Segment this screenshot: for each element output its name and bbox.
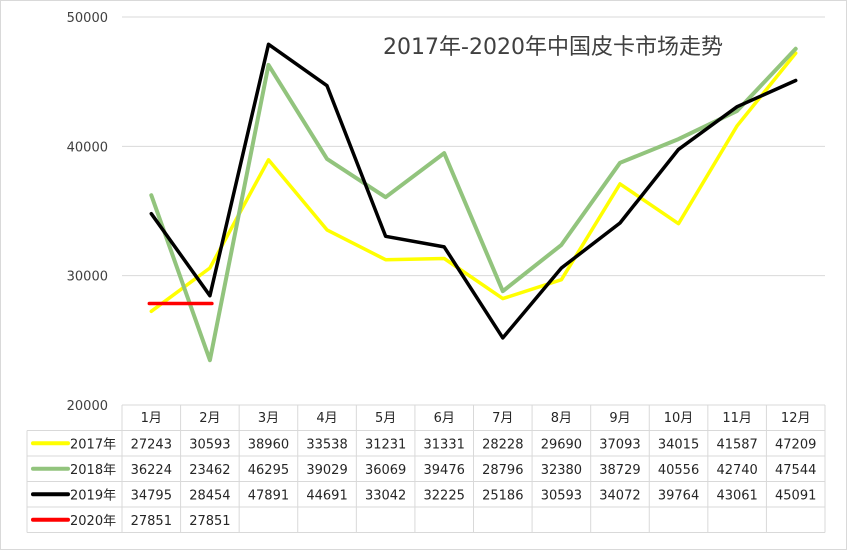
x-tick-label: 1月 bbox=[141, 411, 162, 426]
x-tick-label: 9月 bbox=[609, 411, 630, 426]
data-label: 31331 bbox=[424, 437, 465, 452]
data-label: 46295 bbox=[248, 463, 289, 478]
data-label: 38960 bbox=[248, 437, 289, 452]
data-label: 41587 bbox=[716, 437, 757, 452]
y-tick-label: 20000 bbox=[67, 399, 108, 414]
data-label: 23462 bbox=[189, 463, 230, 478]
data-label: 32225 bbox=[424, 488, 465, 503]
data-label: 27851 bbox=[131, 514, 172, 529]
data-label: 25186 bbox=[482, 488, 523, 503]
data-label: 29690 bbox=[541, 437, 582, 452]
data-label: 34015 bbox=[658, 437, 699, 452]
series-line-0 bbox=[149, 51, 798, 314]
data-label: 37093 bbox=[599, 437, 640, 452]
data-label: 28796 bbox=[482, 463, 523, 478]
data-label: 32380 bbox=[541, 463, 582, 478]
gridlines bbox=[122, 16, 825, 277]
data-label: 28228 bbox=[482, 437, 523, 452]
series-line-2 bbox=[149, 42, 798, 340]
y-tick-label: 40000 bbox=[67, 140, 108, 155]
x-tick-label: 6月 bbox=[434, 411, 455, 426]
data-label: 27243 bbox=[131, 437, 172, 452]
x-tick-label: 7月 bbox=[492, 411, 513, 426]
data-label: 30593 bbox=[541, 488, 582, 503]
data-label: 36069 bbox=[365, 463, 406, 478]
chart-title: 2017年-2020年中国皮卡市场走势 bbox=[383, 35, 723, 60]
data-label: 30593 bbox=[189, 437, 230, 452]
data-label: 40556 bbox=[658, 463, 699, 478]
legend-label: 2020年 bbox=[70, 514, 116, 529]
data-label: 44691 bbox=[306, 488, 347, 503]
x-tick-label: 3月 bbox=[258, 411, 279, 426]
data-label: 39029 bbox=[306, 463, 347, 478]
data-label: 27851 bbox=[189, 514, 230, 529]
data-label: 28454 bbox=[189, 488, 230, 503]
x-tick-label: 4月 bbox=[316, 411, 337, 426]
data-label: 33042 bbox=[365, 488, 406, 503]
x-tick-label: 8月 bbox=[551, 411, 572, 426]
x-tick-label: 12月 bbox=[781, 411, 811, 426]
series-lines bbox=[147, 42, 798, 363]
data-label: 39764 bbox=[658, 488, 699, 503]
x-tick-label: 2月 bbox=[199, 411, 220, 426]
x-tick-label: 5月 bbox=[375, 411, 396, 426]
legend-label: 2018年 bbox=[70, 463, 116, 478]
series-line-1 bbox=[149, 46, 798, 363]
data-label: 34072 bbox=[599, 488, 640, 503]
data-label: 47544 bbox=[775, 463, 816, 478]
x-tick-label: 11月 bbox=[722, 411, 752, 426]
data-label: 34795 bbox=[131, 488, 172, 503]
data-label: 31231 bbox=[365, 437, 406, 452]
x-tick-label: 10月 bbox=[664, 411, 694, 426]
legend-label: 2019年 bbox=[70, 488, 116, 503]
data-table: 1月 2月 3月 4月 5月 6月 7月 8月 9月 10月 11月 12月 2017年 27243 305… bbox=[26, 404, 826, 533]
data-label: 36224 bbox=[131, 463, 172, 478]
data-label: 33538 bbox=[306, 437, 347, 452]
data-label: 42740 bbox=[716, 463, 757, 478]
y-axis-ticks: 20000 30000 40000 50000 bbox=[67, 11, 108, 414]
data-label: 43061 bbox=[716, 488, 757, 503]
y-tick-label: 50000 bbox=[67, 11, 108, 26]
data-label: 39476 bbox=[424, 463, 465, 478]
data-label: 47209 bbox=[775, 437, 816, 452]
data-label: 47891 bbox=[248, 488, 289, 503]
legend-label: 2017年 bbox=[70, 437, 116, 452]
data-label: 45091 bbox=[775, 488, 816, 503]
data-label: 38729 bbox=[599, 463, 640, 478]
y-tick-label: 30000 bbox=[67, 270, 108, 285]
